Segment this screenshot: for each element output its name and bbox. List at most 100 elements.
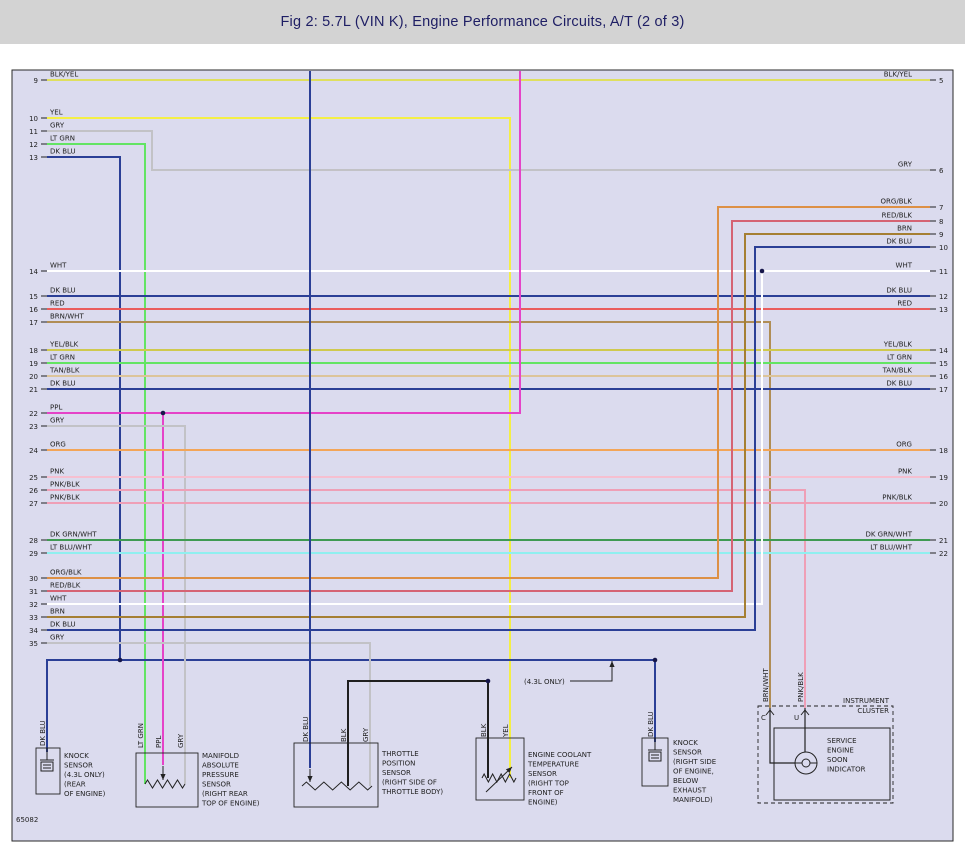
knock-sensor-right: KNOCK SENSOR(RIGHT SIDE OF ENGINE,BELOW EXH… (641, 737, 716, 804)
left-pin-28: 28 DK GRN/WHT (29, 531, 97, 546)
svg-text:WHT: WHT (896, 262, 913, 270)
instrument-cluster-label: CLUSTER (857, 707, 889, 715)
svg-text:10: 10 (939, 244, 948, 252)
svg-text:DK BLU: DK BLU (886, 380, 912, 388)
svg-text:31: 31 (29, 588, 38, 596)
svg-text:8: 8 (939, 218, 943, 226)
junction-dot (652, 657, 658, 663)
svg-text:20: 20 (29, 373, 38, 381)
left-pin-20: 20 TAN/BLK (29, 367, 80, 382)
svg-text:DK GRN/WHT: DK GRN/WHT (50, 531, 97, 539)
left-pin-30: 30 ORG/BLK (29, 569, 82, 584)
left-pin-12: 12 LT GRN (29, 135, 75, 150)
left-pin-29: 29 LT BLU/WHT (29, 544, 92, 559)
svg-text:23: 23 (29, 423, 38, 431)
svg-text:25: 25 (29, 474, 38, 482)
right-pin-18: 18 ORG (896, 441, 948, 456)
svg-text:KNOCK: KNOCK (673, 739, 698, 747)
svg-text:MANIFOLD: MANIFOLD (202, 752, 239, 760)
wire-label-vertical: LT GRN (137, 723, 145, 748)
svg-text:19: 19 (29, 360, 38, 368)
svg-text:LT GRN: LT GRN (50, 135, 75, 143)
wire-dk-blu (47, 156, 121, 660)
wire-label-vertical: DK BLU (647, 711, 655, 737)
svg-text:YEL: YEL (49, 109, 63, 117)
svg-text:TOP OF ENGINE): TOP OF ENGINE) (201, 800, 260, 808)
wire-label-vertical: GRY (177, 733, 185, 748)
junction-dot (485, 678, 491, 684)
left-pin-24: 24 ORG (29, 441, 66, 456)
svg-text:ORG/BLK: ORG/BLK (881, 198, 913, 206)
svg-text:WHT: WHT (50, 262, 67, 270)
left-pin-27: 27 PNK/BLK (29, 494, 80, 509)
instrument-cluster-label: INSTRUMENT (843, 697, 890, 705)
svg-text:18: 18 (29, 347, 38, 355)
svg-text:WHT: WHT (50, 595, 67, 603)
svg-text:10: 10 (29, 115, 38, 123)
svg-text:18: 18 (939, 447, 948, 455)
svg-text:ABSOLUTE: ABSOLUTE (202, 762, 239, 770)
wire-lt-grn (47, 143, 146, 784)
svg-text:KNOCK: KNOCK (64, 752, 89, 760)
svg-text:DK GRN/WHT: DK GRN/WHT (865, 531, 912, 539)
svg-text:(RIGHT TOP: (RIGHT TOP (528, 780, 569, 788)
svg-text:34: 34 (29, 627, 38, 635)
svg-text:ENGINE): ENGINE) (528, 799, 558, 807)
svg-text:PNK: PNK (898, 468, 912, 476)
svg-text:16: 16 (939, 373, 948, 381)
svg-text:YEL/BLK: YEL/BLK (883, 341, 913, 349)
callout-4-3l-only: (4.3L ONLY) (524, 661, 615, 686)
cluster-pin-u: U (794, 714, 799, 722)
svg-text:BRN: BRN (50, 608, 65, 616)
svg-text:ORG/BLK: ORG/BLK (50, 569, 82, 577)
svg-text:SOON: SOON (827, 756, 848, 764)
svg-text:13: 13 (29, 154, 38, 162)
svg-text:15: 15 (939, 360, 948, 368)
svg-text:BLK/YEL: BLK/YEL (50, 71, 78, 79)
wire-blk (347, 680, 489, 786)
svg-text:BELOW: BELOW (673, 777, 698, 785)
right-pin-17: 17 DK BLU (886, 380, 948, 395)
svg-text:LT GRN: LT GRN (50, 354, 75, 362)
junction-dot (117, 657, 123, 663)
svg-text:TEMPERATURE: TEMPERATURE (527, 761, 579, 769)
svg-text:LT BLU/WHT: LT BLU/WHT (870, 544, 912, 552)
svg-text:PRESSURE: PRESSURE (202, 771, 239, 779)
svg-text:MANIFOLD): MANIFOLD) (673, 796, 713, 804)
wire-pnk-blk (47, 489, 806, 708)
wire-wht (47, 271, 763, 605)
left-pin-13: 13 DK BLU (29, 148, 76, 163)
svg-text:(RIGHT SIDE OF: (RIGHT SIDE OF (382, 779, 437, 787)
figure-title-bar: Fig 2: 5.7L (VIN K), Engine Performance … (0, 0, 965, 44)
wire-brn-wht (47, 321, 771, 708)
wire-red-blk (47, 220, 930, 592)
svg-text:YEL/BLK: YEL/BLK (49, 341, 79, 349)
svg-text:SERVICE: SERVICE (827, 737, 857, 745)
svg-text:17: 17 (939, 386, 948, 394)
wire-org-blk (47, 206, 930, 579)
svg-text:SENSOR: SENSOR (673, 749, 702, 757)
svg-text:POSITION: POSITION (382, 760, 415, 768)
svg-text:OF ENGINE,: OF ENGINE, (673, 768, 714, 776)
svg-text:BRN: BRN (897, 225, 912, 233)
svg-text:33: 33 (29, 614, 38, 622)
svg-text:30: 30 (29, 575, 38, 583)
left-pin-34: 34 DK BLU (29, 621, 76, 636)
svg-text:ORG: ORG (896, 441, 912, 449)
svg-text:RED/BLK: RED/BLK (882, 212, 913, 220)
svg-text:6: 6 (939, 167, 944, 175)
svg-text:PNK/BLK: PNK/BLK (50, 481, 80, 489)
svg-text:BRN/WHT: BRN/WHT (50, 313, 84, 321)
wire-dk-blu (46, 659, 656, 752)
wire-label-vertical: GRY (362, 727, 370, 742)
right-pin-14: 14 YEL/BLK (883, 341, 949, 356)
figure-title: Fig 2: 5.7L (VIN K), Engine Performance … (280, 14, 685, 30)
svg-text:14: 14 (939, 347, 948, 355)
wire-yel (47, 117, 511, 778)
svg-text:7: 7 (939, 204, 943, 212)
left-pin-32: 32 WHT (29, 595, 67, 610)
wire-gry (47, 425, 186, 784)
svg-text:SENSOR: SENSOR (528, 770, 557, 778)
wire-label-vertical: PPL (155, 736, 163, 748)
